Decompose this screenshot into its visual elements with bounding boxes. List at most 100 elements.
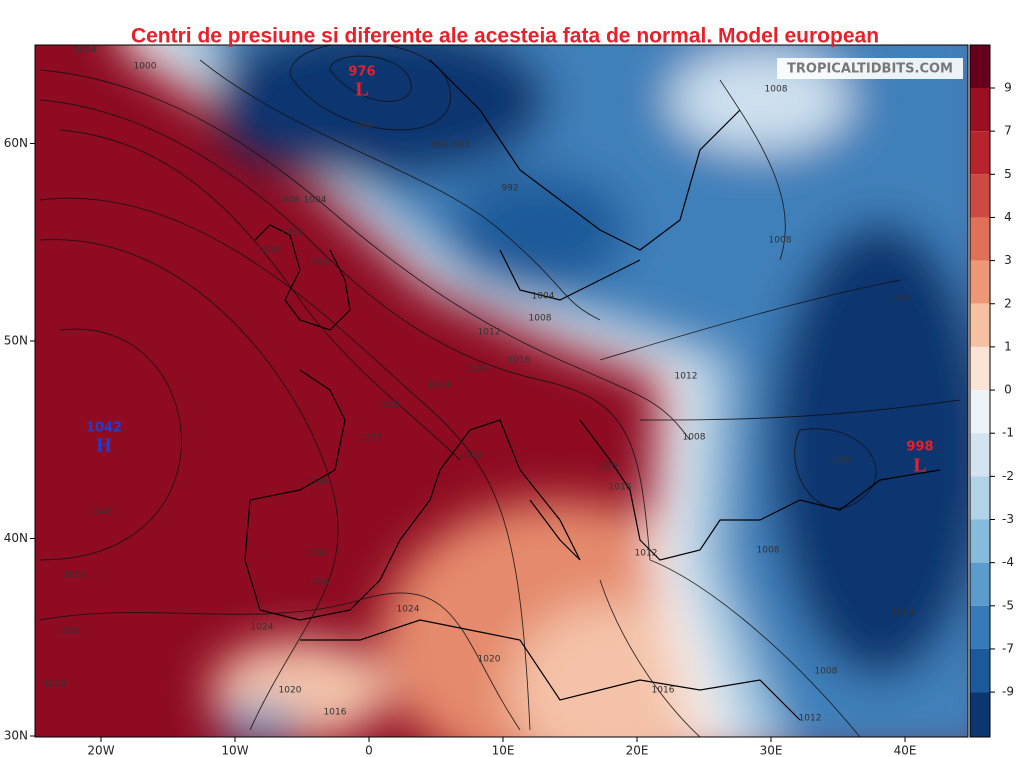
isobar-label: 1032: [305, 549, 328, 559]
isobar-label: 1004: [304, 196, 327, 206]
colorbar-band: [970, 476, 990, 520]
colorbar-label: 2: [1004, 296, 1012, 310]
isobar-label: 1024: [428, 381, 451, 391]
colorbar-label: -7: [1002, 641, 1014, 655]
isobar-label: 1000: [134, 62, 157, 72]
colorbar-label: -3: [1002, 512, 1014, 526]
x-tick-label: 20W: [87, 744, 114, 757]
colorbar-band: [970, 217, 990, 261]
watermark-box: [777, 58, 963, 79]
isobar-label: 1004: [532, 292, 555, 302]
isobar-label: 1004: [74, 46, 97, 56]
center-value: 1042: [86, 421, 122, 436]
isobar-label: 1012: [675, 372, 698, 382]
coastlines: [244, 59, 941, 721]
isobar-label: 1016: [609, 483, 632, 493]
colorbar-label: -5: [1002, 598, 1014, 612]
colorbar-label: 4: [1004, 210, 1012, 224]
isobar-label: 1020: [595, 462, 618, 472]
isobar-label: 1008: [277, 196, 300, 206]
isobar-label: 1000: [829, 456, 852, 466]
isobar-label: 1012: [478, 328, 501, 338]
y-tick-label: 30N: [4, 729, 28, 743]
y-tick-label: 50N: [4, 334, 28, 348]
colorbar-label: -9: [1002, 685, 1014, 699]
center-symbol: H: [96, 435, 112, 457]
colorbar-band: [970, 346, 990, 391]
isobar-label: 1008: [529, 314, 552, 324]
isobar-label: 1020: [478, 655, 501, 665]
isobar-label: 1020: [279, 686, 302, 696]
center-symbol: L: [355, 79, 368, 101]
isobars: [39, 45, 961, 737]
colorbar-band: [970, 562, 990, 606]
watermark: TROPICALTIDBITS.COM: [787, 62, 953, 77]
isobar-label: 1036: [305, 478, 328, 488]
isobar-label: 1012: [635, 549, 658, 559]
colorbar-label: 1: [1004, 339, 1012, 353]
colorbar-band: [970, 174, 990, 218]
isobar-label: 1008: [765, 85, 788, 95]
colorbar-band: [970, 433, 990, 477]
isobar-label: 980: [356, 122, 373, 132]
isobar-label: 992: [501, 184, 518, 194]
colorbar-label: -1: [1002, 426, 1014, 440]
isobar-label: 1040: [89, 508, 112, 518]
map-title: Centri de presiune si diferente ale aces…: [131, 25, 879, 48]
colorbar-label: -2: [1002, 469, 1014, 483]
colorbar-band: [970, 519, 990, 563]
isobar-label: 1036: [64, 571, 87, 581]
colorbar-label: -4: [1002, 555, 1014, 569]
colorbar-band: [970, 131, 990, 175]
colorbar-label: 0: [1004, 383, 1012, 397]
field-shading: [120, 45, 968, 737]
colorbar-band: [970, 260, 990, 304]
x-tick-label: 0: [365, 744, 373, 757]
isobar-label: 1020: [465, 365, 488, 375]
x-tick-label: 40E: [894, 744, 917, 757]
x-tick-label: 10E: [492, 744, 515, 757]
isobar-label: 988: [453, 141, 470, 151]
x-tick-label: 30E: [760, 744, 783, 757]
colorbar-band: [970, 692, 990, 737]
colorbar-frame: [969, 44, 991, 738]
colorbar-label: 5: [1004, 167, 1012, 181]
colorbar-band: [970, 303, 990, 347]
center-value: 998: [906, 440, 933, 455]
x-tick-label: 10W: [221, 744, 248, 757]
y-tick-label: 60N: [4, 136, 28, 150]
colorbar-label: 3: [1004, 253, 1012, 267]
isobar-label: 1032: [359, 434, 382, 444]
isobar-label: 1024: [251, 623, 274, 633]
isobar-label: 1028: [307, 578, 330, 588]
colorbar-label: 7: [1004, 124, 1012, 138]
isobar-label: 1016: [307, 258, 330, 268]
colorbar-band: [970, 45, 990, 88]
x-tick-label: 20E: [626, 744, 649, 757]
map-field: [35, 45, 968, 737]
isobar-label: 1028: [377, 401, 400, 411]
isobar-label: 1008: [815, 667, 838, 677]
map-frame: [34, 44, 969, 738]
isobar-label: 1008: [683, 433, 706, 443]
isobar-label: 1012: [799, 714, 822, 724]
isobar-label: 1004: [892, 609, 915, 619]
colorbar-band: [970, 605, 990, 649]
isobar-label: 984: [431, 141, 448, 151]
isobar-label: 1004: [889, 294, 912, 304]
isobar-label: 1028: [44, 680, 67, 690]
center-symbol: L: [913, 455, 926, 477]
colorbar-band: [970, 88, 990, 132]
colorbar-label: 9: [1004, 81, 1012, 95]
isobar-label: 1016: [324, 708, 347, 718]
colorbar-band: [970, 390, 990, 434]
isobar-label: 1032: [57, 627, 80, 637]
center-value: 976: [348, 65, 375, 80]
isobar-label: 1016: [652, 686, 675, 696]
colorbar-band: [970, 648, 990, 693]
y-tick-label: 40N: [4, 531, 28, 545]
isobar-label: 1008: [757, 546, 780, 556]
isobar-label: 1008: [769, 236, 792, 246]
